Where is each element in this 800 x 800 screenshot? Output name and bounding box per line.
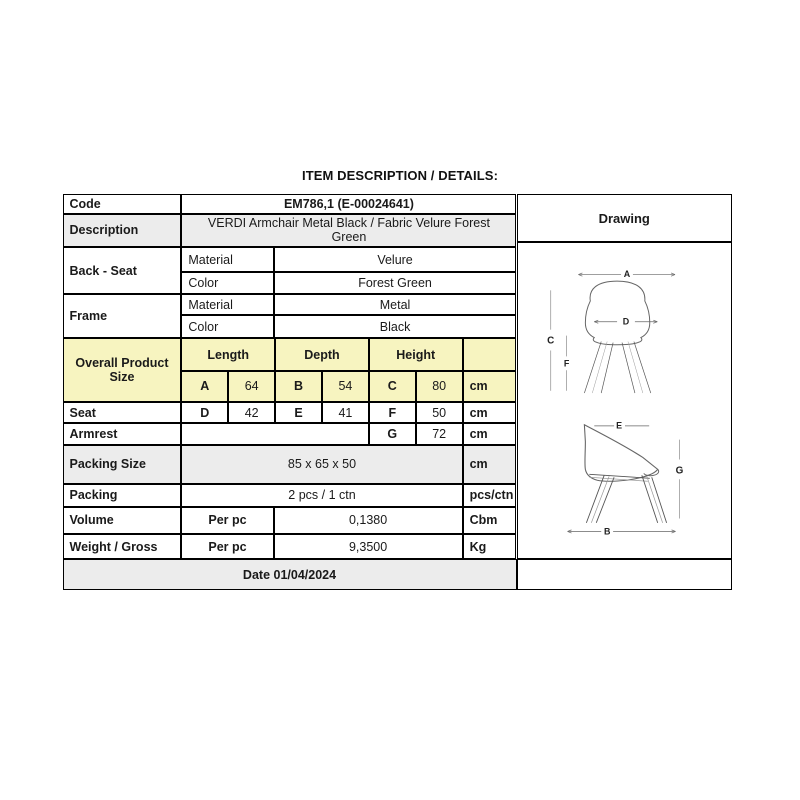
svg-text:D: D (622, 317, 629, 327)
svg-text:A: A (623, 270, 630, 280)
svg-text:E: E (616, 421, 622, 431)
svg-text:F: F (563, 359, 569, 369)
svg-text:G: G (675, 466, 683, 477)
svg-text:B: B (603, 527, 610, 537)
svg-text:C: C (547, 336, 554, 347)
